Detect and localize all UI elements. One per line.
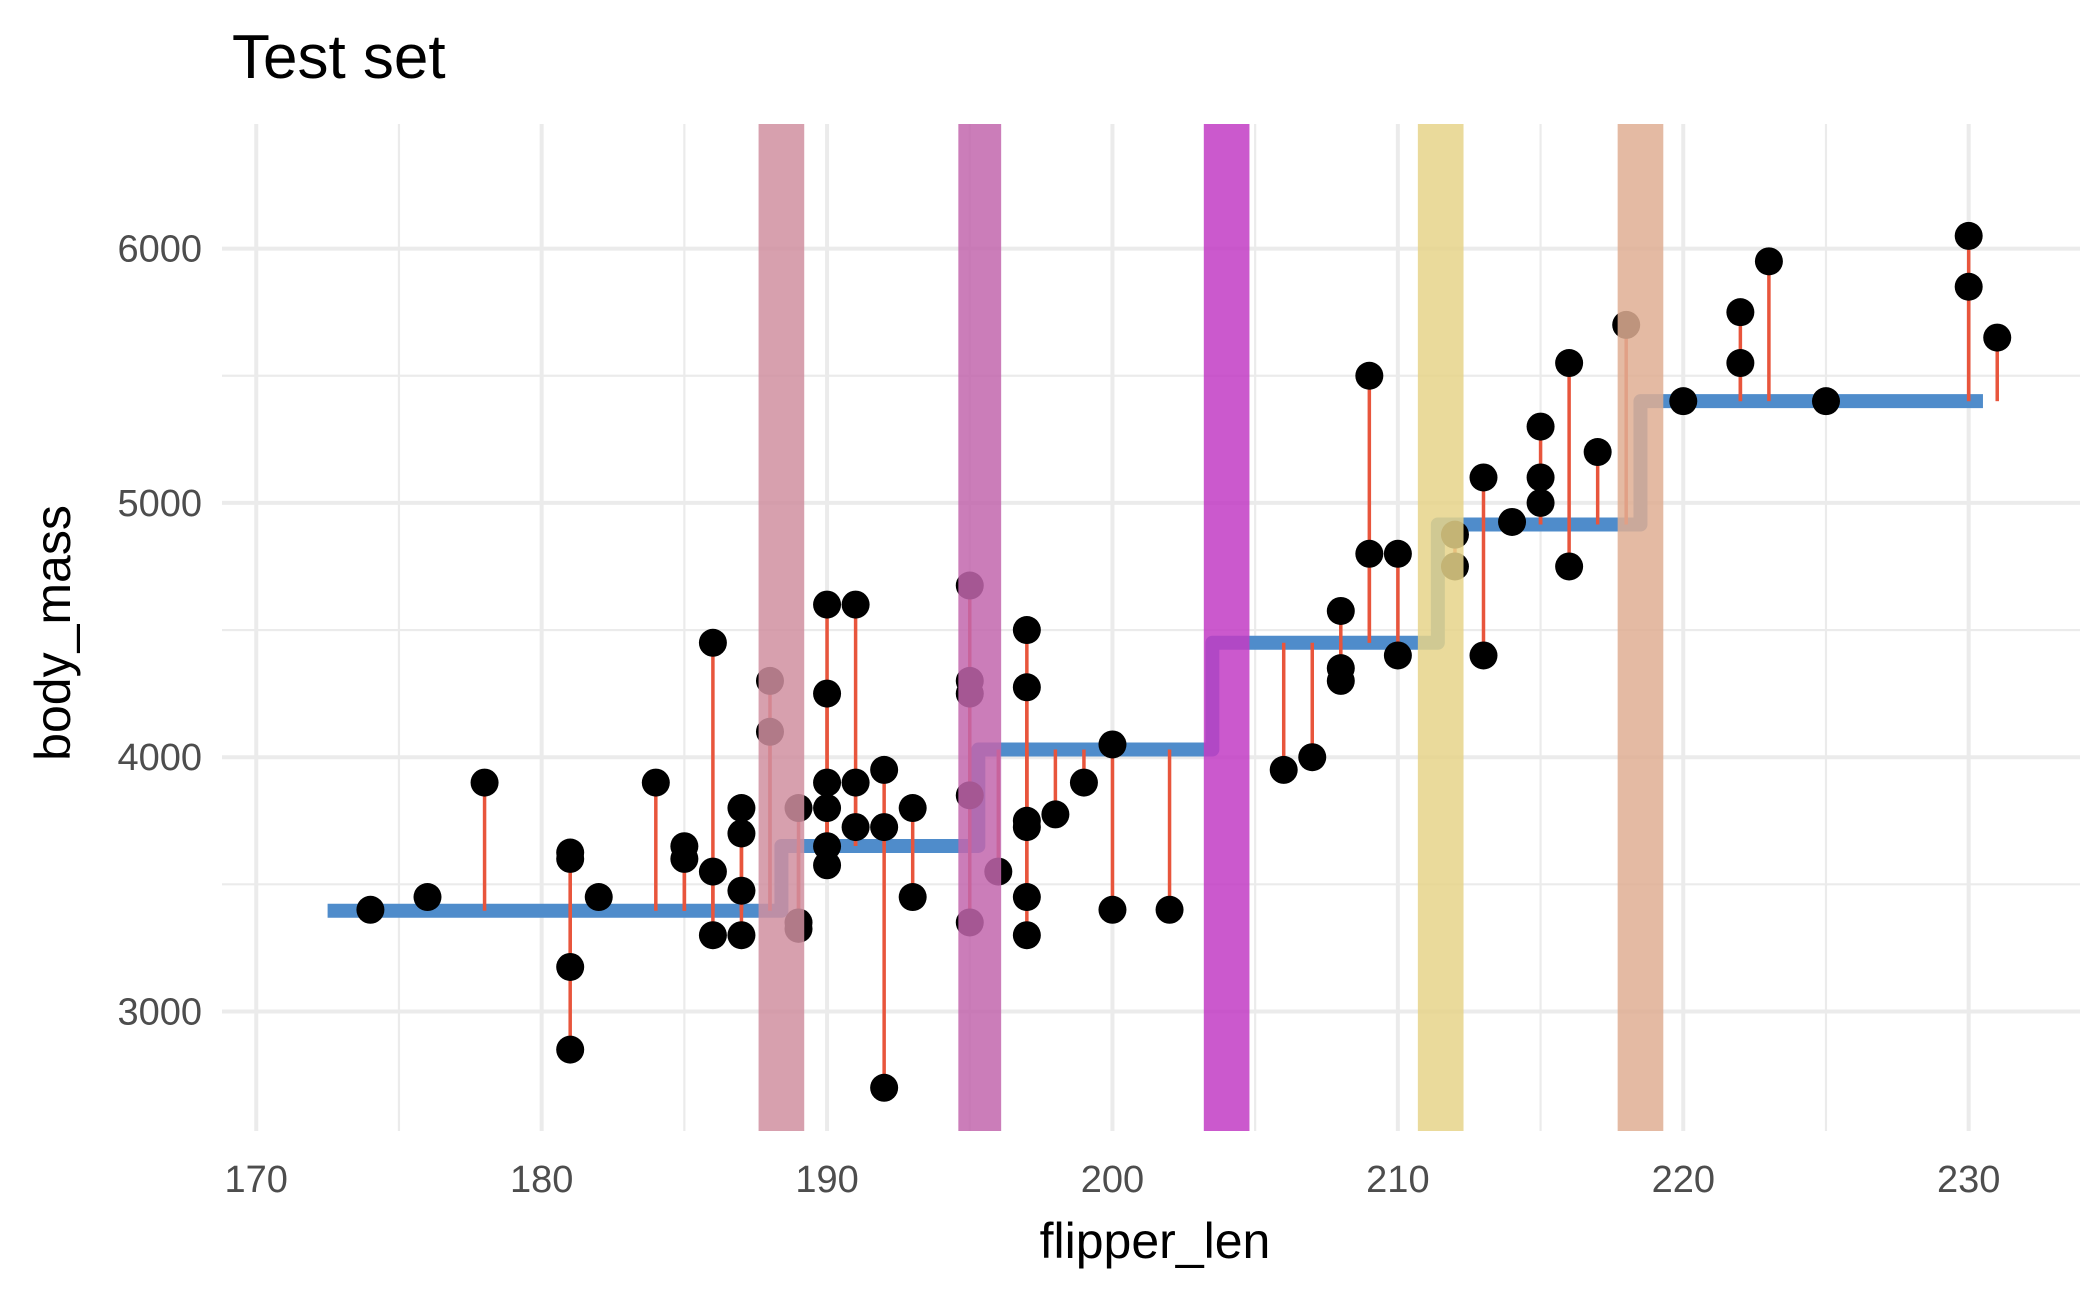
data-point (698, 921, 727, 950)
data-point (1098, 730, 1127, 759)
data-point (413, 883, 442, 912)
data-point (841, 813, 870, 842)
x-tick-label: 180 (510, 1159, 573, 1201)
x-tick-label: 220 (1652, 1159, 1715, 1201)
x-axis-label: flipper_len (1040, 1213, 1271, 1269)
data-point (1041, 800, 1070, 829)
data-point (870, 755, 899, 784)
data-point (813, 679, 842, 708)
data-point (1555, 552, 1584, 581)
x-tick-label: 190 (795, 1159, 858, 1201)
y-axis-label: body_mass (25, 505, 81, 761)
y-tick-label: 6000 (117, 229, 202, 271)
highlight-band (758, 124, 805, 1131)
data-point (556, 844, 585, 873)
data-point (698, 628, 727, 657)
data-point (1355, 539, 1384, 568)
step-fit (327, 394, 1983, 918)
highlight-band (958, 124, 1002, 1131)
x-tick-label: 230 (1937, 1159, 2000, 1201)
data-point (813, 794, 842, 823)
data-point (556, 1035, 585, 1064)
data-point (1012, 673, 1041, 702)
y-tick-label: 3000 (117, 991, 202, 1033)
data-point (813, 768, 842, 797)
data-point (1726, 349, 1755, 378)
points (356, 221, 2012, 1102)
data-point (1954, 221, 1983, 250)
y-tick-label: 4000 (117, 737, 202, 779)
data-point (1469, 641, 1498, 670)
data-point (727, 876, 756, 905)
data-point (727, 794, 756, 823)
data-point (1811, 387, 1840, 416)
grid (222, 124, 2080, 1131)
highlight-band (1417, 124, 1464, 1131)
data-point (841, 768, 870, 797)
data-point (727, 819, 756, 848)
data-point (698, 857, 727, 886)
ticks: 170 180 190 200 210 220 230 3000 4000 5000 6000 (117, 229, 2000, 1201)
data-point (870, 813, 899, 842)
x-tick-label: 210 (1366, 1159, 1429, 1201)
data-point (1583, 438, 1612, 467)
data-point (1726, 298, 1755, 327)
data-point (1012, 921, 1041, 950)
data-point (1526, 463, 1555, 492)
chart-title: Test set (232, 23, 446, 92)
data-point (1355, 361, 1384, 390)
y-tick-label: 5000 (117, 483, 202, 525)
data-point (1069, 768, 1098, 797)
x-tick-label: 200 (1081, 1159, 1144, 1201)
data-point (813, 590, 842, 619)
data-point (1954, 272, 1983, 301)
data-point (1983, 323, 2012, 352)
data-point (870, 1073, 899, 1102)
data-point (1155, 895, 1184, 924)
data-point (1012, 813, 1041, 842)
data-point (1269, 755, 1298, 784)
highlight-band (1617, 124, 1664, 1131)
x-tick-label: 170 (225, 1159, 288, 1201)
bands (758, 124, 1664, 1131)
data-point (1669, 387, 1698, 416)
data-point (898, 794, 927, 823)
data-point (1326, 666, 1355, 695)
data-point (1526, 488, 1555, 517)
data-point (641, 768, 670, 797)
data-point (1383, 641, 1412, 670)
data-point (584, 883, 613, 912)
data-point (1012, 616, 1041, 645)
highlight-band (1203, 124, 1250, 1131)
data-point (1298, 743, 1327, 772)
data-point (670, 844, 699, 873)
data-point (1469, 463, 1498, 492)
data-point (556, 952, 585, 981)
data-point (898, 883, 927, 912)
data-point (356, 895, 385, 924)
data-point (841, 590, 870, 619)
step-line (327, 394, 1983, 918)
data-point (1498, 507, 1527, 536)
data-point (1383, 539, 1412, 568)
data-point (1326, 596, 1355, 625)
data-point (727, 921, 756, 950)
data-point (813, 851, 842, 880)
data-point (470, 768, 499, 797)
data-point (1526, 412, 1555, 441)
data-point (1754, 247, 1783, 276)
data-point (1012, 883, 1041, 912)
data-point (1098, 895, 1127, 924)
data-point (1555, 349, 1584, 378)
